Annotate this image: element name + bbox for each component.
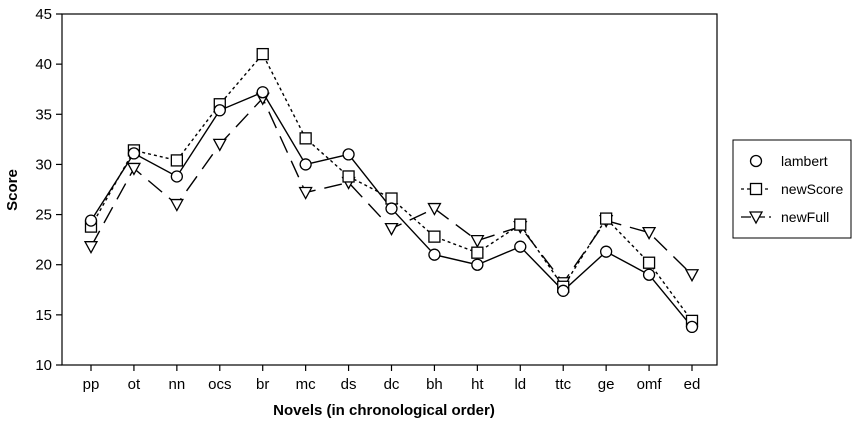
data-point-lambert [170,170,184,183]
data-point-newFull [298,186,313,200]
triangle-down-marker-icon [748,211,764,225]
data-point-lambert [428,248,441,261]
data-point-newFull [684,269,700,283]
x-tick-label: ttc [555,376,571,393]
x-tick-label: ge [598,376,615,393]
circle-marker-icon [749,154,763,168]
data-point-lambert [557,284,570,297]
data-point-lambert [385,202,398,215]
plot-area: 10 15 20 25 30 35 40 45 pp ot nn ocs br mc ds dc bh ht ld t… [35,6,718,393]
x-tick-label: mc [296,376,316,393]
series-line-newScore [90,52,693,322]
legend-label-newFull: newFull [781,209,829,225]
x-tick-label: pp [83,376,100,393]
y-tick-label: 30 [35,156,52,173]
data-point-newScore [642,256,656,269]
data-point-newFull [126,162,142,176]
y-tick-label: 40 [35,56,52,73]
data-point-lambert [471,258,484,271]
data-point-newScore [170,154,184,167]
data-point-newScore [428,230,441,243]
x-tick-label: nn [169,376,186,393]
x-tick-label: ld [514,376,526,393]
y-tick-label: 20 [35,257,52,274]
square-marker-icon [749,182,763,196]
y-tick-label: 10 [35,357,52,374]
data-point-newFull [470,234,485,249]
data-point-newFull [212,138,227,152]
data-point-lambert [514,240,527,253]
data-point-newScore [385,192,398,205]
x-tick-label: omf [637,376,663,393]
y-tick-label: 35 [35,106,52,123]
data-point-newScore [299,132,312,145]
y-tick-label: 45 [35,6,52,23]
y-tick-label: 15 [35,307,52,324]
data-point-newScore [256,47,269,61]
data-point-newFull [83,241,99,255]
x-tick-label: ot [128,376,141,393]
data-point-newFull [169,198,184,212]
data-point-newScore [471,246,484,259]
x-tick-label: ocs [208,376,231,393]
y-tick-label: 25 [35,207,52,224]
x-tick-label: ed [684,376,701,393]
data-point-lambert [685,320,699,334]
x-tick-label: bh [426,376,443,393]
data-point-newFull [384,222,399,236]
data-point-newScore [514,218,527,231]
data-point-newScore [599,212,613,225]
data-point-lambert [342,148,355,161]
data-point-lambert [299,158,312,171]
data-point-lambert [256,86,269,99]
data-point-lambert [642,268,656,281]
data-point-newScore [342,170,355,183]
data-point-lambert [599,245,613,258]
legend-label-newScore: newScore [781,181,843,197]
data-point-newFull [641,226,657,240]
y-axis-title: Score [4,169,21,211]
legend-label-lambert: lambert [781,153,828,169]
data-point-newFull [427,202,442,216]
data-point-lambert [84,214,98,227]
data-point-lambert [213,104,226,117]
plot-frame [61,13,718,366]
x-tick-label: ds [341,376,357,393]
x-tick-label: br [256,376,269,393]
x-tick-label: dc [384,376,400,393]
x-axis-title: Novels (in chronological order) [273,402,495,419]
data-point-lambert [127,147,141,160]
x-tick-label: ht [471,376,484,393]
legend: lambert newScore newFull [732,139,852,239]
